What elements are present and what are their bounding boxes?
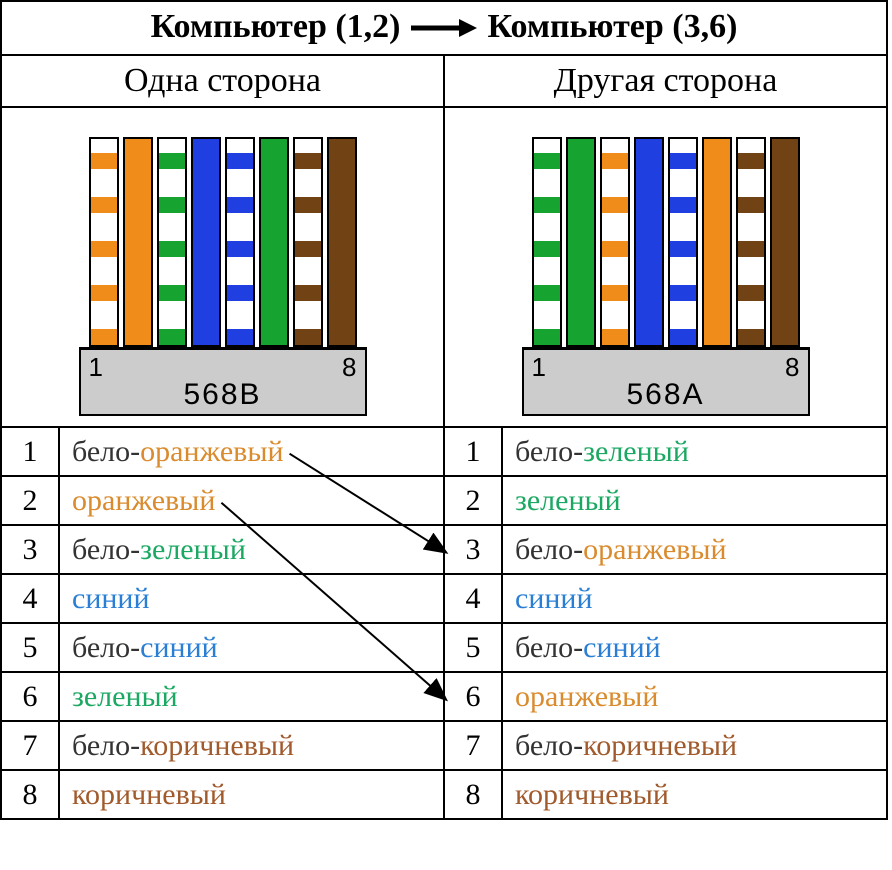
wire-8: [327, 137, 357, 347]
title-left: Компьютер (1,2): [151, 8, 401, 45]
standard-label: 568A: [524, 378, 808, 412]
list-row: 7бело-коричневый: [445, 722, 886, 771]
list-row: 8коричневый: [445, 771, 886, 818]
wire-8: [770, 137, 800, 347]
standard-label: 568B: [81, 378, 365, 412]
row-text: оранжевый: [60, 484, 443, 518]
row-text: бело-синий: [503, 631, 886, 665]
row-text: бело-коричневый: [60, 729, 443, 763]
row-text: коричневый: [60, 778, 443, 812]
list-row: 5бело-синий: [2, 624, 443, 673]
wire-4: [634, 137, 664, 347]
row-text: бело-оранжевый: [60, 435, 443, 469]
wire-1: [532, 137, 562, 347]
right-column: Другая сторона18568A1бело-зеленый2зелены…: [445, 56, 886, 818]
arrow-icon: [409, 10, 479, 48]
list-row: 4синий: [445, 575, 886, 624]
wire-4: [191, 137, 221, 347]
wire-3: [600, 137, 630, 347]
wire-6: [259, 137, 289, 347]
list-row: 6оранжевый: [445, 673, 886, 722]
column-header: Одна сторона: [2, 56, 443, 108]
list-row: 1бело-зеленый: [445, 428, 886, 477]
row-number: 7: [445, 722, 503, 769]
row-text: синий: [60, 582, 443, 616]
row-text: бело-оранжевый: [503, 533, 886, 567]
rj45-plug: 18568A: [522, 347, 810, 416]
row-text: коричневый: [503, 778, 886, 812]
row-number: 1: [445, 428, 503, 475]
list-row: 3бело-зеленый: [2, 526, 443, 575]
row-number: 6: [445, 673, 503, 720]
wire-2: [566, 137, 596, 347]
connector-diagram: 18568A: [445, 108, 886, 428]
row-number: 6: [2, 673, 60, 720]
wire-3: [157, 137, 187, 347]
row-number: 8: [2, 771, 60, 818]
list-row: 2оранжевый: [2, 477, 443, 526]
list-row: 4синий: [2, 575, 443, 624]
row-text: бело-зеленый: [60, 533, 443, 567]
row-number: 8: [445, 771, 503, 818]
list-row: 5бело-синий: [445, 624, 886, 673]
list-row: 8коричневый: [2, 771, 443, 818]
row-number: 3: [2, 526, 60, 573]
row-number: 4: [445, 575, 503, 622]
columns: Одна сторона18568B1бело-оранжевый2оранже…: [2, 56, 886, 818]
row-text: синий: [503, 582, 886, 616]
connector-diagram: 18568B: [2, 108, 443, 428]
row-number: 5: [2, 624, 60, 671]
wire-2: [123, 137, 153, 347]
list-row: 1бело-оранжевый: [2, 428, 443, 477]
wire-5: [668, 137, 698, 347]
list-row: 6зеленый: [2, 673, 443, 722]
row-number: 1: [2, 428, 60, 475]
list-row: 2зеленый: [445, 477, 886, 526]
wire-6: [702, 137, 732, 347]
row-number: 7: [2, 722, 60, 769]
row-number: 5: [445, 624, 503, 671]
wire-list: 1бело-оранжевый2оранжевый3бело-зеленый4с…: [2, 428, 443, 818]
row-number: 2: [445, 477, 503, 524]
left-column: Одна сторона18568B1бело-оранжевый2оранже…: [2, 56, 445, 818]
column-header: Другая сторона: [445, 56, 886, 108]
rj45-plug: 18568B: [79, 347, 367, 416]
list-row: 3бело-оранжевый: [445, 526, 886, 575]
row-text: бело-синий: [60, 631, 443, 665]
title-right: Компьютер (3,6): [488, 8, 738, 45]
row-text: бело-зеленый: [503, 435, 886, 469]
row-text: бело-коричневый: [503, 729, 886, 763]
wire-list: 1бело-зеленый2зеленый3бело-оранжевый4син…: [445, 428, 886, 818]
row-text: зеленый: [503, 484, 886, 518]
title-row: Компьютер (1,2) Компьютер (3,6): [2, 2, 886, 56]
crossover-cable-diagram: Компьютер (1,2) Компьютер (3,6) Одна сто…: [0, 0, 888, 820]
row-number: 3: [445, 526, 503, 573]
wire-1: [89, 137, 119, 347]
row-text: зеленый: [60, 680, 443, 714]
row-text: оранжевый: [503, 680, 886, 714]
row-number: 4: [2, 575, 60, 622]
row-number: 2: [2, 477, 60, 524]
wire-7: [293, 137, 323, 347]
list-row: 7бело-коричневый: [2, 722, 443, 771]
wire-5: [225, 137, 255, 347]
wire-7: [736, 137, 766, 347]
